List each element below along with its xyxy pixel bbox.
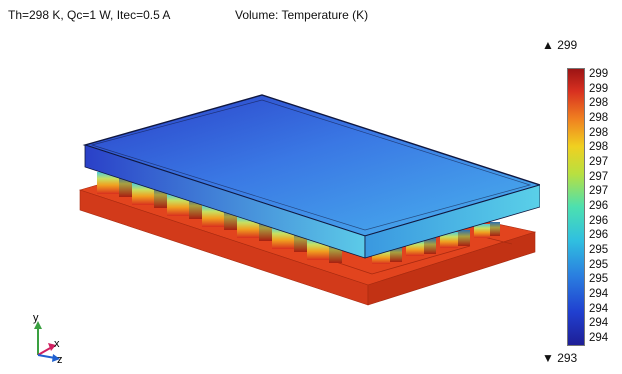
colorbar-min-label: ▼ 293 (542, 351, 578, 365)
axis-triad: y x z (33, 312, 63, 366)
colorbar-tick: 297 (589, 185, 609, 198)
y-axis-label: y (33, 312, 39, 324)
colorbar-tick: 296 (589, 199, 609, 212)
colorbar-tick: 295 (589, 273, 609, 286)
colorbar-tick: 299 (589, 68, 609, 80)
pellet (132, 183, 167, 208)
colorbar-tick: 298 (589, 97, 609, 110)
colorbar-tick: 294 (589, 317, 609, 330)
colorbar-tick: 298 (589, 126, 609, 139)
colorbar-tick: 296 (589, 229, 609, 242)
colorbar-gradient (567, 68, 585, 346)
colorbar-tick: 294 (589, 331, 609, 344)
plot-title: Volume: Temperature (K) (235, 8, 369, 22)
colorbar-tick: 296 (589, 214, 609, 227)
z-axis-label: z (57, 354, 63, 366)
pellet (440, 230, 470, 248)
3d-viewport[interactable]: y x z (0, 0, 540, 374)
colorbar-tick: 294 (589, 302, 609, 315)
colorbar-tick: 299 (589, 82, 609, 95)
z-axis-arrow (37, 354, 56, 359)
colorbar-tick: 298 (589, 141, 609, 154)
colorbar-tick: 298 (589, 111, 609, 124)
x-axis-arrow (37, 346, 53, 356)
colorbar-tick: 295 (589, 243, 609, 256)
colorbar-tick: 297 (589, 155, 609, 168)
colorbar-tick: 295 (589, 258, 609, 271)
top-plate (82, 94, 540, 259)
plot-info-text: Th=298 K, Qc=1 W, Itec=0.5 A (8, 8, 171, 22)
colorbar-max-label: ▲ 299 (542, 38, 578, 52)
x-axis-label: x (54, 338, 60, 350)
colorbar-ticks: 299 299 298 298 298 298 297 297 297 296 … (589, 68, 619, 344)
colorbar-legend: ▲ 299 299 299 298 298 298 298 297 297 29… (542, 38, 622, 368)
pellet (474, 222, 500, 238)
colorbar-tick: 294 (589, 287, 609, 300)
colorbar-tick: 297 (589, 170, 609, 183)
